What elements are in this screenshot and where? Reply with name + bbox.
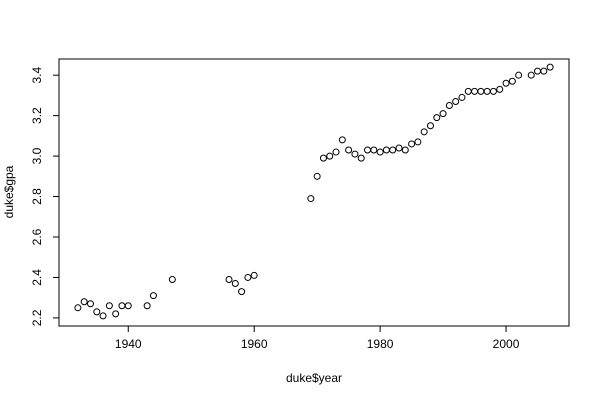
- data-point: [231, 280, 239, 288]
- y-tick-label: 2.6: [30, 228, 44, 245]
- data-point: [74, 304, 82, 312]
- data-point: [464, 87, 472, 95]
- data-point: [439, 110, 447, 118]
- data-point: [225, 275, 233, 283]
- data-point: [433, 114, 441, 122]
- data-point: [508, 77, 516, 85]
- data-point: [80, 298, 88, 306]
- data-point: [118, 302, 126, 310]
- data-point: [496, 85, 504, 93]
- data-point: [458, 93, 466, 101]
- data-point: [244, 273, 252, 281]
- data-point: [307, 195, 315, 203]
- data-point: [99, 312, 107, 320]
- data-point: [168, 275, 176, 283]
- x-tick-label: 1940: [115, 337, 142, 351]
- data-point: [477, 87, 485, 95]
- data-point: [338, 136, 346, 144]
- data-point: [483, 87, 491, 95]
- data-point: [546, 63, 554, 71]
- plot-frame: [58, 58, 570, 327]
- x-tick-label: 1960: [241, 337, 268, 351]
- data-point: [534, 67, 542, 75]
- x-axis: 1940 1960 1980 2000: [115, 326, 520, 351]
- data-point: [502, 79, 510, 87]
- y-tick-label: 2.8: [30, 188, 44, 205]
- data-point: [452, 97, 460, 105]
- data-point: [124, 302, 132, 310]
- data-point: [471, 87, 479, 95]
- data-point: [332, 148, 340, 156]
- y-tick-label: 3.4: [30, 67, 44, 84]
- y-tick-label: 2.4: [30, 269, 44, 286]
- y-axis: 2.2 2.4 2.6 2.8 3.0 3.2 3.4: [30, 67, 59, 326]
- data-point: [149, 292, 157, 300]
- data-point: [313, 172, 321, 180]
- data-point: [527, 71, 535, 79]
- data-point: [414, 138, 422, 146]
- data-point: [319, 154, 327, 162]
- data-point: [86, 300, 94, 308]
- data-point: [238, 288, 246, 296]
- data-point: [408, 140, 416, 148]
- data-point: [445, 102, 453, 110]
- y-axis-label: duke$gpa: [2, 165, 16, 218]
- data-point: [376, 148, 384, 156]
- data-points: [74, 63, 554, 320]
- data-point: [389, 146, 397, 154]
- data-point: [105, 302, 113, 310]
- data-point: [250, 271, 258, 279]
- data-point: [540, 67, 548, 75]
- data-point: [382, 146, 390, 154]
- data-point: [345, 146, 353, 154]
- y-tick-label: 2.2: [30, 309, 44, 326]
- data-point: [489, 87, 497, 95]
- data-point: [326, 152, 334, 160]
- data-point: [364, 146, 372, 154]
- x-tick-label: 1980: [367, 337, 394, 351]
- data-point: [93, 308, 101, 316]
- data-point: [420, 128, 428, 136]
- data-point: [370, 146, 378, 154]
- y-tick-label: 3.2: [30, 107, 44, 124]
- data-point: [426, 122, 434, 130]
- data-point: [401, 146, 409, 154]
- y-tick-label: 3.0: [30, 147, 44, 164]
- x-axis-label: duke$year: [286, 371, 342, 385]
- data-point: [395, 144, 403, 152]
- data-point: [112, 310, 120, 318]
- data-point: [351, 150, 359, 158]
- data-point: [357, 154, 365, 162]
- data-point: [515, 71, 523, 79]
- x-tick-label: 2000: [493, 337, 520, 351]
- data-point: [143, 302, 151, 310]
